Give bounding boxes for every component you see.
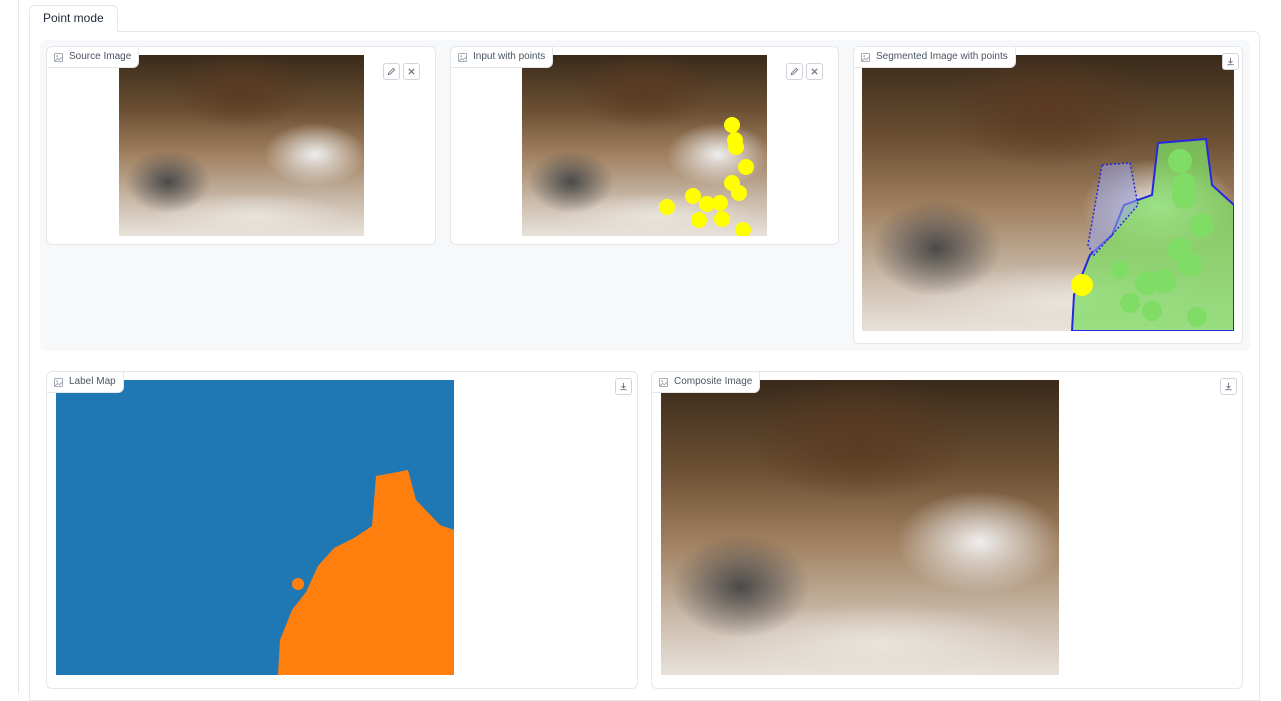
point-marker (691, 212, 707, 228)
download-icon (1227, 57, 1234, 66)
download-button[interactable] (615, 378, 632, 395)
label-region (278, 470, 454, 675)
download-button[interactable] (1220, 378, 1237, 395)
point-marker (1172, 185, 1196, 209)
image-icon (861, 52, 870, 62)
label-region (282, 642, 316, 666)
image-icon (54, 377, 63, 387)
composite-image[interactable] (661, 380, 1059, 675)
point-marker (728, 139, 744, 155)
label-region (320, 598, 344, 622)
segmentation-mask (1087, 162, 1139, 257)
point-marker (1152, 269, 1176, 293)
composite-image-label-text: Composite Image (674, 376, 753, 387)
point-marker (735, 222, 751, 236)
clear-button[interactable] (403, 63, 420, 80)
label-region (333, 637, 355, 659)
point-marker (699, 196, 715, 212)
label-map-label: Label Map (46, 371, 124, 393)
point-marker (1187, 307, 1207, 327)
segmented-image-label: Segmented Image with points (853, 46, 1016, 68)
point-marker (685, 188, 701, 204)
pencil-icon (387, 67, 396, 76)
input-points-image[interactable] (522, 55, 767, 236)
point-marker (731, 185, 747, 201)
download-button[interactable] (1222, 53, 1239, 70)
point-marker (659, 199, 675, 215)
label-map-label-text: Label Map (69, 376, 116, 387)
point-marker (1142, 301, 1162, 321)
point-marker (1071, 274, 1093, 296)
tab-point-mode[interactable]: Point mode (29, 5, 118, 32)
pencil-icon (790, 67, 799, 76)
segmented-image[interactable] (862, 55, 1234, 331)
label-map-image[interactable] (56, 380, 454, 675)
point-marker (1190, 213, 1214, 237)
point-marker (724, 117, 740, 133)
point-marker (1168, 149, 1192, 173)
source-image-label-text: Source Image (69, 51, 132, 62)
download-icon (620, 382, 627, 391)
point-marker (1111, 261, 1129, 279)
segmented-image-card: Segmented Image with points (853, 46, 1243, 344)
edit-button[interactable] (383, 63, 400, 80)
point-marker (714, 211, 730, 227)
label-region (292, 578, 304, 590)
image-icon (458, 52, 467, 62)
clear-button[interactable] (806, 63, 823, 80)
app-frame (18, 0, 1279, 694)
download-icon (1225, 382, 1232, 391)
input-points-label: Input with points (450, 46, 554, 68)
input-points-label-text: Input with points (473, 51, 546, 62)
close-icon (811, 68, 818, 75)
input-points-card: Input with points (450, 46, 839, 245)
point-marker (1178, 253, 1202, 277)
point-marker (1120, 293, 1140, 313)
source-image-card: Source Image (46, 46, 436, 245)
edit-button[interactable] (786, 63, 803, 80)
close-icon (408, 68, 415, 75)
image-icon (659, 377, 668, 387)
composite-image-label: Composite Image (651, 371, 761, 393)
source-image[interactable] (119, 55, 364, 236)
point-marker (738, 159, 754, 175)
image-icon (54, 52, 63, 62)
label-map-card: Label Map (46, 371, 638, 689)
composite-image-card: Composite Image (651, 371, 1243, 689)
point-marker (712, 195, 728, 211)
source-image-label: Source Image (46, 46, 140, 68)
segmented-image-label-text: Segmented Image with points (876, 51, 1008, 62)
